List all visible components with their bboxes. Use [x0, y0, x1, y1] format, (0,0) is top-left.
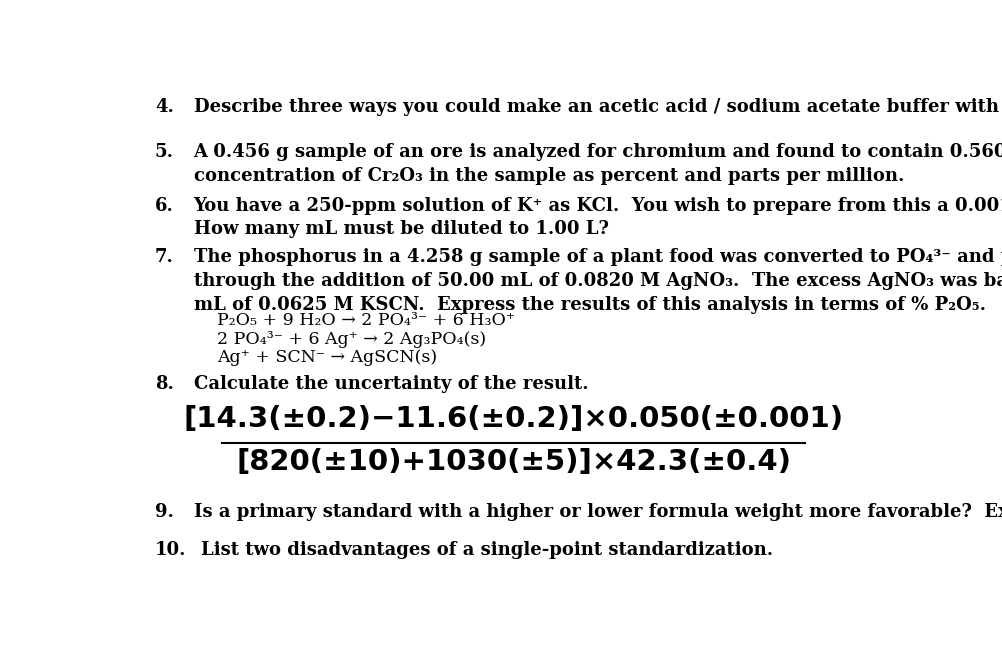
- Text: Describe three ways you could make an acetic acid / sodium acetate buffer with p: Describe three ways you could make an ac…: [193, 98, 1002, 116]
- Text: A 0.456 g sample of an ore is analyzed for chromium and found to contain 0.560 m: A 0.456 g sample of an ore is analyzed f…: [193, 143, 1002, 161]
- Text: mL of 0.0625 M KSCN.  Express the results of this analysis in terms of % P₂O₅.: mL of 0.0625 M KSCN. Express the results…: [193, 296, 986, 314]
- Text: 4.: 4.: [154, 98, 173, 116]
- Text: 7.: 7.: [154, 248, 173, 266]
- Text: The phosphorus in a 4.258 g sample of a plant food was converted to PO₄³⁻ and pr: The phosphorus in a 4.258 g sample of a …: [193, 248, 1002, 266]
- Text: 8.: 8.: [154, 375, 173, 393]
- Text: 10.: 10.: [154, 541, 186, 559]
- Text: Calculate the uncertainty of the result.: Calculate the uncertainty of the result.: [193, 375, 588, 393]
- Text: How many mL must be diluted to 1.00 L?: How many mL must be diluted to 1.00 L?: [193, 220, 608, 238]
- Text: You have a 250-ppm solution of K⁺ as KCl.  You wish to prepare from this a 0.001: You have a 250-ppm solution of K⁺ as KCl…: [193, 196, 1002, 214]
- Text: Ag⁺ + SCN⁻ → AgSCN(s): Ag⁺ + SCN⁻ → AgSCN(s): [216, 349, 437, 366]
- Text: List two disadvantages of a single-point standardization.: List two disadvantages of a single-point…: [201, 541, 774, 559]
- Text: P₂O₅ + 9 H₂O → 2 PO₄³⁻ + 6 H₃O⁺: P₂O₅ + 9 H₂O → 2 PO₄³⁻ + 6 H₃O⁺: [216, 312, 515, 329]
- Text: concentration of Cr₂O₃ in the sample as percent and parts per million.: concentration of Cr₂O₃ in the sample as …: [193, 167, 904, 185]
- Text: [14.3(±0.2)−11.6(±0.2)]×0.050(±0.001): [14.3(±0.2)−11.6(±0.2)]×0.050(±0.001): [183, 404, 844, 433]
- Text: 6.: 6.: [154, 196, 173, 214]
- Text: 2 PO₄³⁻ + 6 Ag⁺ → 2 Ag₃PO₄(s): 2 PO₄³⁻ + 6 Ag⁺ → 2 Ag₃PO₄(s): [216, 330, 486, 348]
- Text: Is a primary standard with a higher or lower formula weight more favorable?  Exp: Is a primary standard with a higher or l…: [193, 503, 1002, 521]
- Text: 5.: 5.: [154, 143, 173, 161]
- Text: through the addition of 50.00 mL of 0.0820 M AgNO₃.  The excess AgNO₃ was back-t: through the addition of 50.00 mL of 0.08…: [193, 272, 1002, 290]
- Text: [820(±10)+1030(±5)]×42.3(±0.4): [820(±10)+1030(±5)]×42.3(±0.4): [236, 448, 791, 476]
- Text: 9.: 9.: [154, 503, 173, 521]
